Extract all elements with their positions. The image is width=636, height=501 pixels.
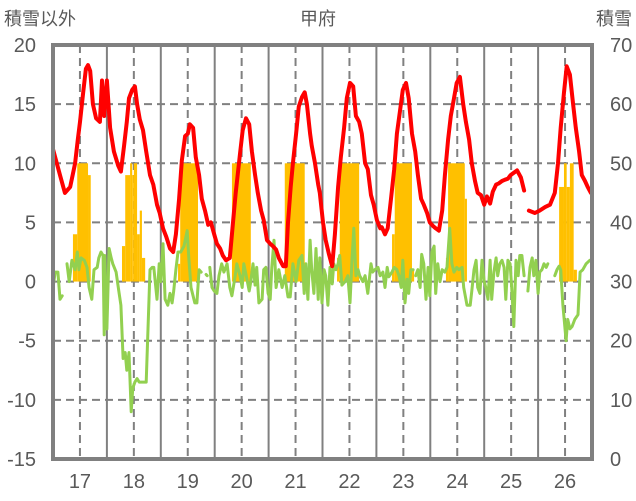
y-right-tick-label: 20 (610, 331, 632, 353)
right-axis-title: 積雪 (596, 9, 632, 29)
snow-bar (394, 163, 412, 282)
x-tick-label: 18 (123, 471, 145, 493)
y-left-tick-label: 15 (14, 94, 36, 116)
x-tick-label: 17 (69, 471, 91, 493)
snow-bar (137, 234, 140, 282)
x-tick-label: 23 (392, 471, 414, 493)
chart-title: 甲府 (300, 9, 336, 29)
snow-bar (337, 257, 340, 282)
x-tick-label: 26 (554, 471, 576, 493)
snow-bar (132, 175, 134, 282)
snow-bar (130, 163, 133, 282)
x-tick-label: 22 (338, 471, 360, 493)
snow-bar (125, 175, 131, 282)
x-tick-label: 24 (446, 471, 468, 493)
y-left-tick-label: 10 (14, 153, 36, 175)
snow-bar (573, 269, 577, 282)
y-left-tick-label: -10 (7, 390, 36, 412)
y-left-tick-label: 20 (14, 35, 36, 57)
snow-bar (88, 175, 91, 282)
snow-bar (392, 234, 395, 282)
snow-bar (563, 163, 567, 282)
green-series (51, 226, 592, 414)
y-right-tick-label: 50 (610, 153, 632, 175)
y-right-tick-label: 60 (610, 94, 632, 116)
red-series (51, 63, 593, 269)
snow-bar (121, 246, 126, 282)
left-axis-title: 積雪以外 (4, 9, 76, 29)
snow-bar (139, 210, 142, 282)
snow-bar (178, 263, 181, 282)
grid (53, 45, 592, 459)
x-tick-label: 25 (500, 471, 522, 493)
snow-bar (569, 163, 574, 282)
y-right-tick-label: 40 (610, 212, 632, 234)
x-tick-label: 19 (177, 471, 199, 493)
snow-bar (566, 186, 570, 282)
snow-bar (464, 198, 467, 282)
y-right-tick-label: 10 (610, 390, 632, 412)
y-left-tick-label: -5 (18, 331, 36, 353)
snow-bar (559, 186, 564, 282)
snow-bar (411, 269, 415, 282)
bar-series (72, 163, 577, 282)
y-right-tick-label: 0 (610, 449, 621, 471)
y-right-tick-label: 70 (610, 35, 632, 57)
plot-border (51, 43, 594, 461)
snow-bar (180, 163, 198, 282)
x-tick-label: 20 (231, 471, 253, 493)
snow-bar (141, 257, 146, 282)
y-right-tick-label: 30 (610, 272, 632, 294)
snow-bar (133, 163, 138, 282)
x-tick-label: 21 (284, 471, 306, 493)
y-left-tick-label: 0 (25, 272, 36, 294)
y-left-tick-label: 5 (25, 212, 36, 234)
snow-bar (77, 163, 89, 282)
y-left-tick-label: -15 (7, 449, 36, 471)
